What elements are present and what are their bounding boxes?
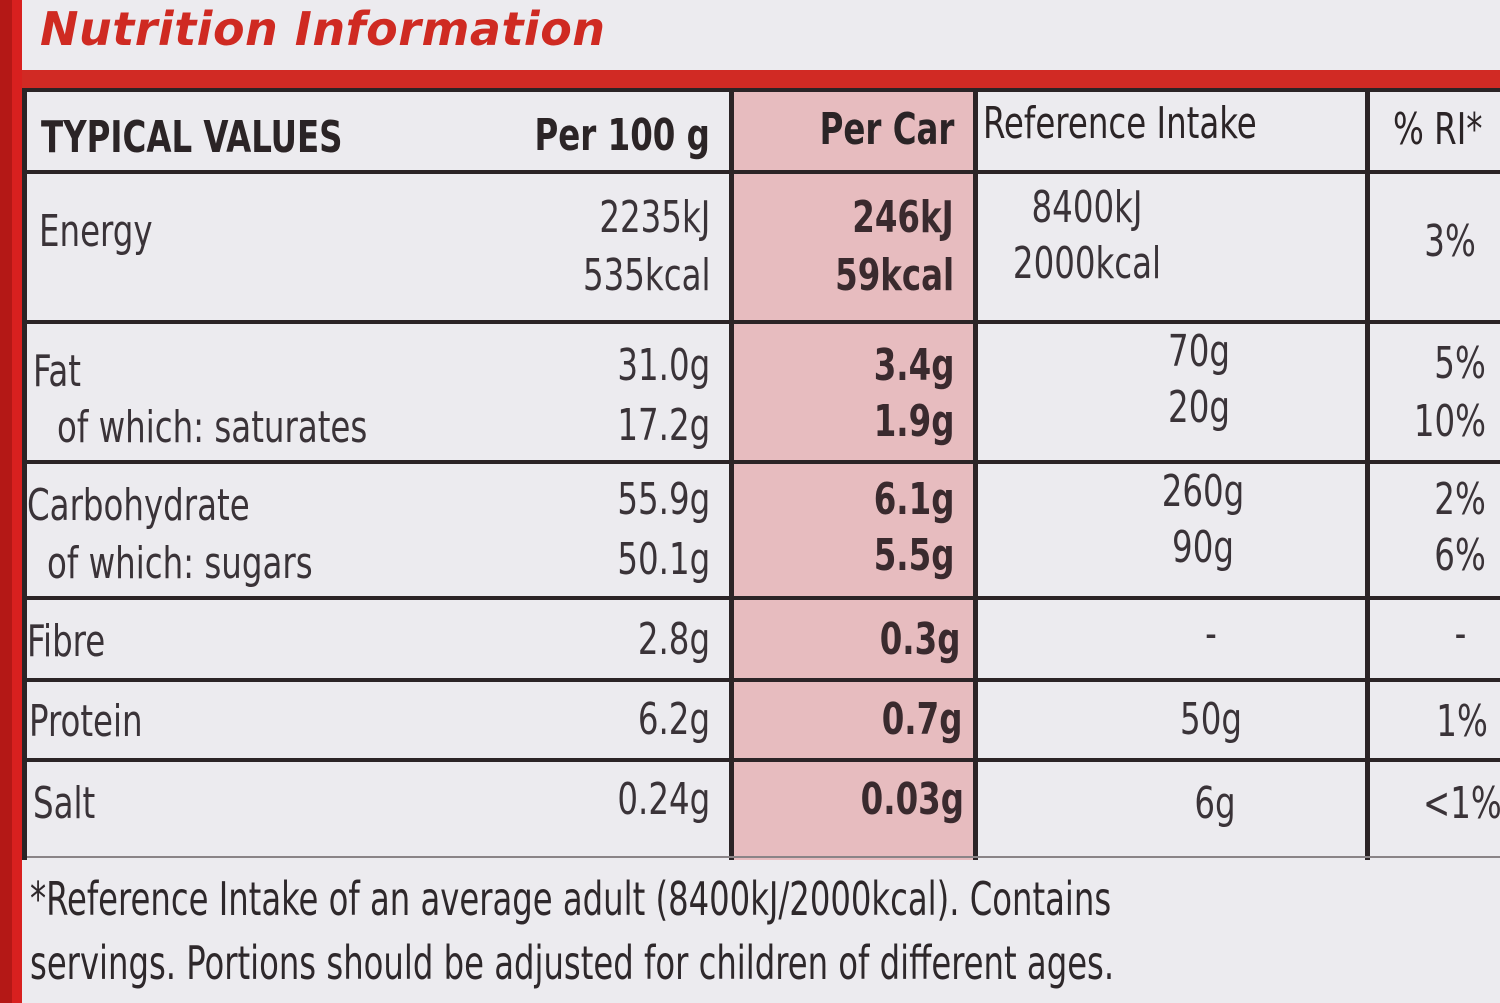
fibre-serve: 0.3g bbox=[879, 614, 960, 665]
saturates-serve: 1.9g bbox=[873, 396, 954, 447]
row-divider bbox=[27, 758, 1500, 762]
row-divider bbox=[27, 678, 1500, 682]
header-percent-ri: % RI* bbox=[1393, 104, 1483, 155]
row-divider bbox=[27, 170, 1500, 174]
row-divider bbox=[27, 88, 1500, 92]
header-reference-intake: Reference Intake bbox=[983, 98, 1257, 149]
sugars-percent-ri: 6% bbox=[1434, 530, 1486, 581]
footnote-line-2: servings. Portions should be adjusted fo… bbox=[30, 936, 1115, 990]
salt-percent-ri: <1% bbox=[1423, 778, 1500, 829]
row-label-energy: Energy bbox=[39, 206, 153, 257]
title-underline bbox=[22, 70, 1500, 88]
sugars-per100: 50.1g bbox=[617, 534, 710, 585]
protein-ri: 50g bbox=[1180, 694, 1242, 745]
per-serving-highlight bbox=[733, 88, 977, 860]
fat-per100: 31.0g bbox=[617, 340, 710, 391]
energy-per100-kj: 2235kJ bbox=[599, 192, 710, 243]
header-per-100g: Per 100 g bbox=[534, 110, 710, 161]
row-divider bbox=[27, 596, 1500, 600]
row-divider bbox=[27, 460, 1500, 464]
saturates-percent-ri: 10% bbox=[1413, 396, 1486, 447]
salt-serve: 0.03g bbox=[860, 774, 964, 825]
saturates-ri: 20g bbox=[1168, 382, 1230, 433]
saturates-per100: 17.2g bbox=[617, 400, 710, 451]
row-divider bbox=[27, 320, 1500, 324]
energy-serve-kj: 246kJ bbox=[852, 192, 954, 243]
fibre-percent-ri: - bbox=[1454, 608, 1466, 659]
fat-ri: 70g bbox=[1168, 326, 1230, 377]
protein-serve: 0.7g bbox=[881, 694, 962, 745]
packaging-red-edge-shadow bbox=[0, 0, 12, 1003]
protein-per100: 6.2g bbox=[637, 694, 710, 745]
fibre-per100: 2.8g bbox=[637, 614, 710, 665]
row-label-sugars: of which: sugars bbox=[47, 538, 313, 589]
row-label-fibre: Fibre bbox=[27, 616, 106, 667]
nutrition-table: TYPICAL VALUES Per 100 g Per Car Referen… bbox=[22, 88, 1500, 860]
protein-percent-ri: 1% bbox=[1436, 696, 1488, 747]
header-typical-values: TYPICAL VALUES bbox=[41, 112, 343, 163]
energy-percent-ri: 3% bbox=[1424, 216, 1476, 267]
energy-per100-kcal: 535kcal bbox=[582, 250, 710, 301]
header-per-serving: Per Car bbox=[819, 104, 954, 155]
table-bottom bbox=[27, 856, 1500, 858]
column-divider bbox=[1365, 88, 1370, 860]
carbohydrate-ri: 260g bbox=[1161, 466, 1245, 517]
row-label-salt: Salt bbox=[33, 778, 96, 829]
row-label-saturates: of which: saturates bbox=[57, 402, 368, 453]
sugars-serve: 5.5g bbox=[873, 530, 954, 581]
carbohydrate-per100: 55.9g bbox=[617, 474, 710, 525]
row-label-carbohydrate: Carbohydrate bbox=[27, 480, 250, 531]
salt-ri: 6g bbox=[1194, 778, 1236, 829]
fat-serve: 3.4g bbox=[873, 340, 954, 391]
energy-ri-kj: 8400kJ bbox=[1031, 182, 1143, 233]
column-divider bbox=[729, 88, 734, 860]
energy-serve-kcal: 59kcal bbox=[834, 250, 954, 301]
row-label-fat: Fat bbox=[33, 346, 81, 397]
sugars-ri: 90g bbox=[1172, 522, 1234, 573]
column-divider bbox=[973, 88, 978, 860]
carbohydrate-percent-ri: 2% bbox=[1434, 474, 1486, 525]
energy-ri-kcal: 2000kcal bbox=[1012, 238, 1162, 289]
fat-percent-ri: 5% bbox=[1434, 338, 1486, 389]
footnote-line-1: *Reference Intake of an average adult (8… bbox=[30, 872, 1112, 926]
row-label-protein: Protein bbox=[29, 696, 143, 747]
fibre-ri: - bbox=[1205, 608, 1217, 659]
salt-per100: 0.24g bbox=[617, 774, 710, 825]
nutrition-title: Nutrition Information bbox=[40, 2, 606, 56]
carbohydrate-serve: 6.1g bbox=[873, 474, 954, 525]
